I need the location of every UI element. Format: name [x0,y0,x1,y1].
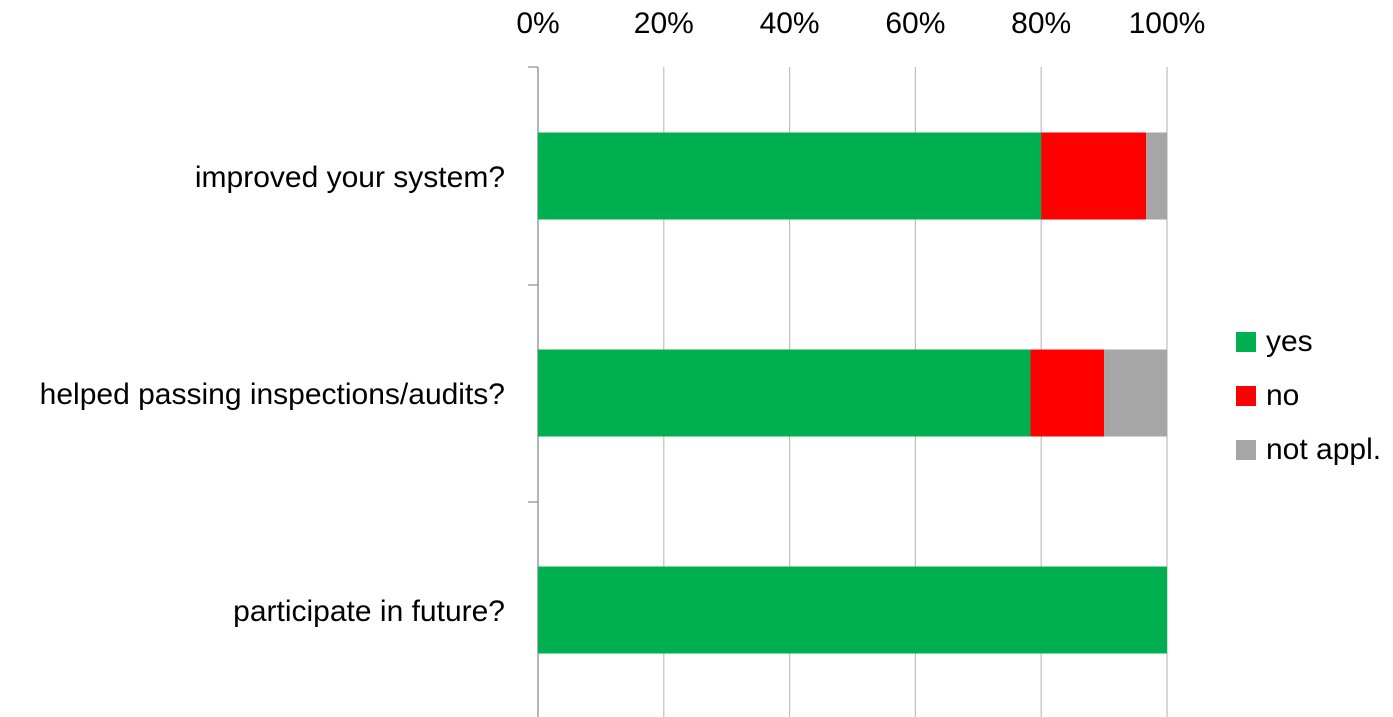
bar-segment-no [1030,349,1105,437]
legend-swatch-not-appl [1236,440,1256,460]
x-tick-label: 0% [516,7,559,40]
x-tick-label: 80% [1011,7,1071,40]
x-tick-label: 60% [885,7,945,40]
category-label: participate in future? [233,595,505,628]
category-label: improved your system? [195,161,505,194]
category-labels: improved your system? helped passing insp… [40,161,505,628]
legend-label-no: no [1266,379,1300,412]
bars [538,132,1167,654]
x-tick-label: 20% [634,7,694,40]
legend-label-not-appl: not appl. [1266,433,1382,466]
category-label: helped passing inspections/audits? [40,378,505,411]
legend-item-no: no [1236,376,1386,416]
bar-segment-yes [538,349,1031,437]
category-axis [528,66,539,717]
bar-segment-yes [538,132,1042,220]
x-tick-label: 40% [760,7,820,40]
legend-item-not-appl: not appl. [1236,430,1386,470]
bar-segment-yes [538,566,1167,654]
legend: yes no not appl. [1236,322,1386,484]
x-axis-tick-labels: 0% 20% 40% 60% 80% 100% [516,7,1205,40]
legend-label-yes: yes [1266,325,1313,358]
bar-segment-not-appl [1104,349,1167,437]
x-tick-label: 100% [1129,7,1206,40]
legend-item-yes: yes [1236,322,1386,362]
legend-swatch-yes [1236,332,1256,352]
bar-segment-no [1041,132,1147,220]
bar-segment-not-appl [1146,132,1167,220]
legend-swatch-no [1236,386,1256,406]
